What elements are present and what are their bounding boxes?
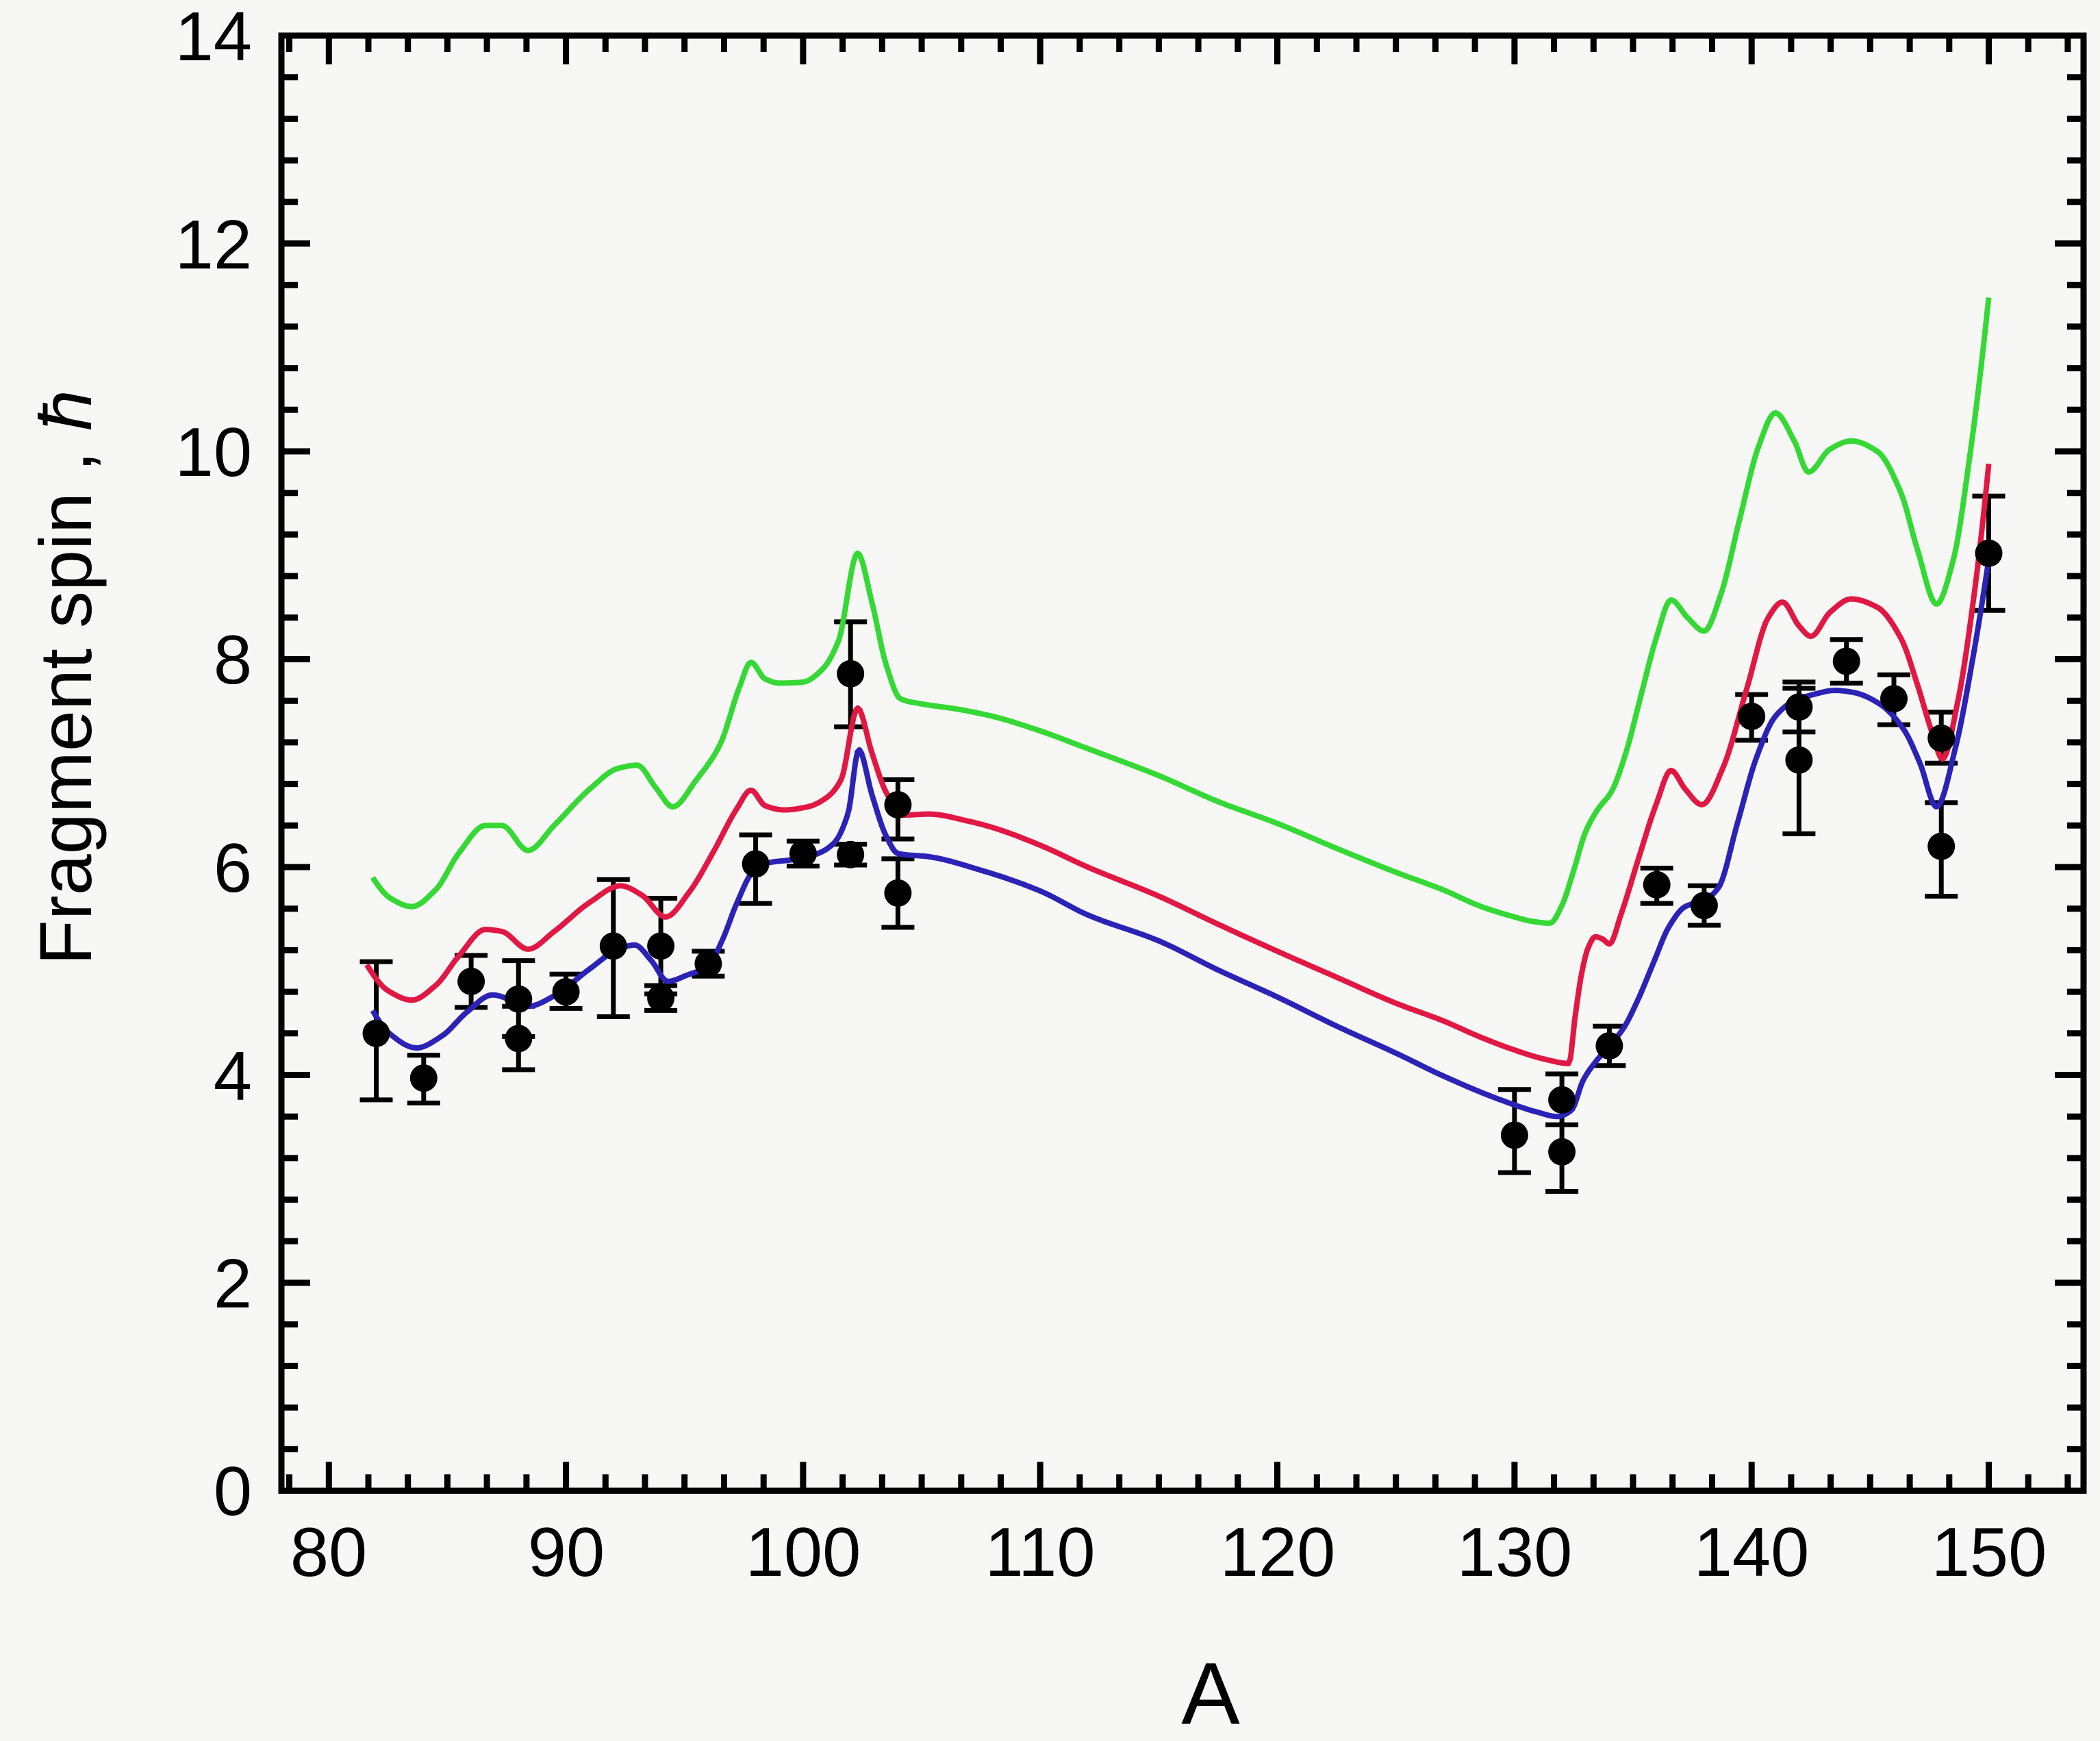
svg-text:0: 0 xyxy=(214,1453,252,1530)
svg-text:140: 140 xyxy=(1694,1514,1810,1591)
svg-text:Fragment spin , ħ: Fragment spin , ħ xyxy=(24,390,107,965)
svg-text:80: 80 xyxy=(290,1514,367,1591)
svg-text:150: 150 xyxy=(1932,1514,2047,1591)
svg-text:10: 10 xyxy=(175,414,252,491)
svg-text:130: 130 xyxy=(1457,1514,1573,1591)
svg-text:6: 6 xyxy=(214,830,252,907)
svg-text:12: 12 xyxy=(175,207,252,284)
svg-text:110: 110 xyxy=(985,1514,1095,1591)
svg-text:100: 100 xyxy=(746,1514,861,1591)
svg-text:A: A xyxy=(1181,1645,1240,1741)
svg-text:8: 8 xyxy=(214,622,252,699)
svg-text:120: 120 xyxy=(1220,1514,1336,1591)
svg-text:90: 90 xyxy=(528,1514,605,1591)
svg-text:14: 14 xyxy=(175,0,252,75)
svg-text:2: 2 xyxy=(214,1246,252,1323)
svg-text:4: 4 xyxy=(214,1038,252,1115)
